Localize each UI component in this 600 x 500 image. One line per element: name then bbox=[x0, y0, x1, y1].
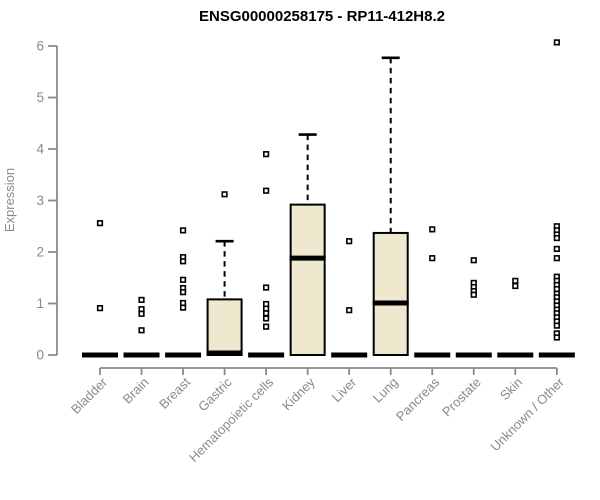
outlier-point bbox=[470, 291, 477, 298]
y-tick-label: 4 bbox=[36, 142, 44, 157]
outlier-point bbox=[429, 226, 436, 233]
outlier-point bbox=[553, 322, 560, 329]
category-label: Prostate bbox=[439, 375, 484, 420]
outlier-point bbox=[263, 323, 270, 330]
category-label: Pancreas bbox=[393, 374, 443, 424]
outlier-point bbox=[96, 305, 104, 312]
outlier-point bbox=[553, 245, 560, 253]
outlier-point bbox=[263, 151, 270, 158]
outlier-point bbox=[263, 187, 270, 194]
y-tick-label: 2 bbox=[36, 245, 44, 260]
outlier-point bbox=[179, 304, 187, 311]
outlier-point bbox=[553, 234, 560, 242]
outlier-point bbox=[138, 327, 145, 334]
category-label: Breast bbox=[156, 374, 193, 411]
y-tick-label: 3 bbox=[36, 193, 44, 208]
outlier-point bbox=[553, 334, 560, 341]
category-label: Kidney bbox=[279, 374, 318, 413]
category-label: Unknown / Other bbox=[487, 374, 567, 454]
outlier-point bbox=[179, 289, 187, 296]
category-label: Skin bbox=[497, 375, 525, 403]
y-axis-title: Expression bbox=[2, 168, 17, 232]
category-label: Brain bbox=[120, 375, 152, 407]
category-label: Lung bbox=[370, 375, 401, 406]
outlier-point bbox=[263, 284, 270, 291]
outlier-point bbox=[221, 191, 228, 198]
outlier-point bbox=[470, 257, 477, 264]
outlier-point bbox=[138, 296, 145, 303]
outlier-point bbox=[512, 277, 519, 284]
y-tick-label: 1 bbox=[36, 296, 44, 311]
outlier-point bbox=[179, 258, 187, 265]
outlier-point bbox=[179, 227, 187, 234]
outlier-point bbox=[553, 39, 560, 46]
box-kidney bbox=[289, 203, 326, 356]
outlier-point bbox=[512, 282, 519, 290]
outlier-point bbox=[263, 310, 270, 317]
outlier-point bbox=[346, 238, 353, 245]
box-lung bbox=[372, 231, 409, 357]
y-tick-label: 5 bbox=[36, 90, 44, 105]
outlier-point bbox=[96, 220, 104, 227]
box-gastric bbox=[206, 298, 243, 357]
chart-title: ENSG00000258175 - RP11-412H8.2 bbox=[199, 8, 445, 25]
category-label: Gastric bbox=[195, 374, 235, 414]
outlier-point bbox=[138, 310, 145, 317]
y-tick-label: 6 bbox=[36, 39, 44, 54]
outlier-point bbox=[179, 276, 187, 283]
category-label: Liver bbox=[329, 374, 360, 405]
y-tick-label: 0 bbox=[36, 348, 44, 363]
outlier-point bbox=[553, 255, 560, 262]
category-label: Bladder bbox=[68, 374, 111, 417]
outlier-point bbox=[263, 315, 270, 322]
outlier-point bbox=[429, 255, 436, 262]
outlier-point bbox=[346, 307, 353, 314]
